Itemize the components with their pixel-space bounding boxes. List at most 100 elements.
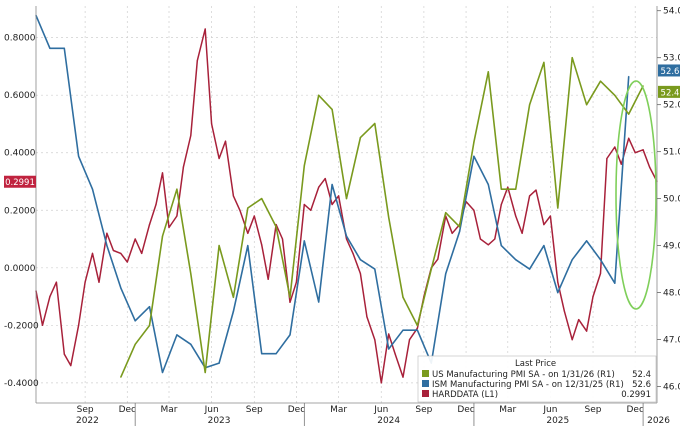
data-point: [359, 272, 361, 275]
right-tick-label: 48.0: [663, 289, 680, 299]
data-point: [543, 245, 545, 247]
data-point: [366, 316, 368, 318]
data-point: [515, 215, 517, 217]
data-point: [614, 146, 616, 148]
data-point: [430, 268, 432, 270]
data-point: [281, 238, 284, 240]
data-point: [374, 122, 376, 125]
data-point: [211, 123, 213, 125]
data-point: [494, 238, 496, 240]
data-point: [204, 28, 206, 30]
data-point: [586, 330, 588, 332]
data-point: [78, 324, 80, 326]
data-point: [176, 334, 178, 336]
data-point: [408, 339, 411, 341]
data-point: [394, 353, 396, 355]
data-point: [141, 252, 143, 254]
data-point: [98, 281, 100, 283]
right-axis: 46.0 47.0 48.0 49.0 50.0 51.0 52.0 53.0 54.0: [657, 7, 680, 393]
x-axis: Sep Dec Mar Jun Sep Dec Mar Jun Sep Dec Mar Jun Sep D…: [76, 403, 670, 426]
data-point: [628, 113, 630, 115]
data-point: [161, 371, 164, 374]
data-point: [549, 215, 552, 217]
data-point: [261, 244, 263, 246]
data-point: [41, 324, 44, 326]
badge-label: 52.6: [661, 67, 680, 77]
right-tick-label: 50.0: [663, 195, 680, 205]
data-point: [134, 238, 136, 240]
data-point: [529, 268, 531, 270]
data-point: [599, 259, 602, 261]
data-point: [642, 149, 644, 151]
data-point: [49, 296, 51, 298]
data-point: [331, 203, 333, 206]
data-point: [247, 207, 249, 209]
data-point: [182, 166, 184, 168]
legend-swatch: [422, 370, 429, 377]
left-tick-label: 0.2000: [4, 206, 36, 216]
data-point: [303, 165, 305, 167]
data-point: [374, 339, 376, 341]
data-point: [190, 273, 192, 275]
data-point: [324, 178, 326, 180]
data-point: [338, 195, 340, 197]
series-line-us-manufacturing-pmi-sa: [120, 56, 644, 378]
data-point: [592, 296, 594, 298]
right-tick-label: 51.0: [663, 148, 680, 158]
data-point: [543, 224, 545, 226]
year-label: 2026: [647, 416, 670, 426]
data-point: [345, 198, 348, 200]
month-tick-label: Sep: [246, 405, 263, 415]
data-point: [628, 137, 630, 139]
left-tick-label: 0.8000: [4, 34, 36, 44]
highlight-ellipse: [615, 80, 657, 310]
data-point: [459, 230, 461, 233]
data-point: [586, 240, 588, 242]
legend-value: 0.2991: [621, 390, 651, 400]
data-point: [388, 333, 390, 335]
data-point: [134, 320, 136, 322]
data-point: [374, 268, 376, 270]
right-tick-label: 52.0: [663, 101, 680, 111]
year-label: 2025: [546, 416, 569, 426]
data-point: [557, 281, 559, 283]
data-point: [49, 47, 51, 49]
data-point: [578, 319, 580, 321]
data-point: [557, 207, 559, 209]
data-point: [416, 324, 418, 327]
data-point: [134, 343, 136, 345]
data-point: [310, 209, 312, 211]
data-point: [479, 238, 481, 240]
data-point: [388, 348, 390, 350]
data-point: [563, 310, 565, 312]
data-point: [473, 141, 475, 143]
data-point: [445, 212, 447, 214]
month-tick-label: Sep: [585, 405, 602, 415]
data-point: [529, 104, 531, 106]
data-point: [289, 296, 291, 298]
data-point: [84, 281, 86, 283]
data-point: [204, 371, 206, 374]
data-point: [253, 215, 255, 217]
data-point: [148, 324, 151, 327]
data-point: [515, 259, 517, 261]
left-tick-label: 0.0000: [4, 264, 36, 274]
month-tick-label: Dec: [288, 405, 305, 415]
data-point: [571, 339, 573, 341]
left-tick-label: 0.4000: [4, 149, 36, 159]
data-point: [63, 353, 65, 355]
data-point: [289, 334, 291, 336]
data-point: [437, 258, 439, 260]
data-point: [402, 296, 404, 298]
data-point: [331, 108, 333, 110]
left-tick-label: 0.6000: [4, 91, 36, 101]
data-point: [628, 75, 630, 78]
legend-swatch: [422, 380, 429, 387]
data-point: [289, 301, 291, 303]
month-tick-label: Sep: [415, 405, 432, 415]
data-point: [380, 382, 382, 384]
badge-label: 52.4: [661, 88, 680, 98]
data-point: [402, 329, 404, 331]
data-point: [416, 327, 418, 329]
